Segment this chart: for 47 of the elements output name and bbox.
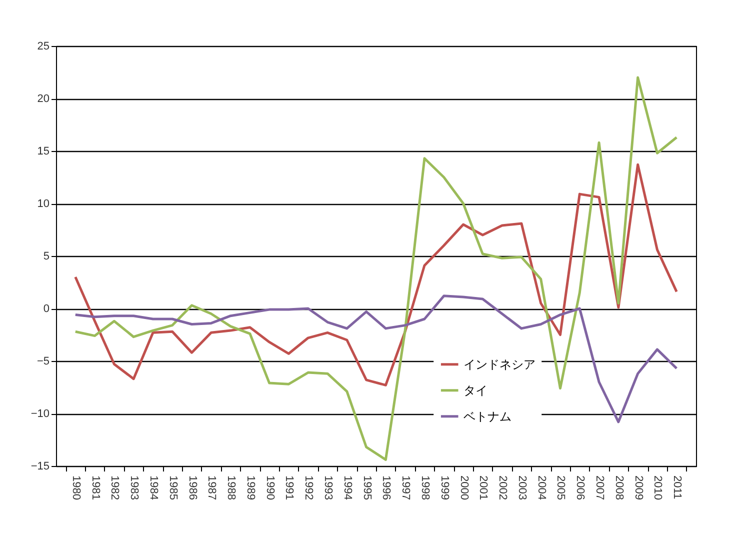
x-tick-label: 1983 [128, 476, 140, 500]
x-tick-label: 1991 [283, 476, 296, 500]
y-tick-label: 25 [37, 40, 50, 52]
line-series [74, 294, 678, 424]
x-tick-label: 1987 [206, 476, 218, 500]
x-tick-label: 1982 [108, 476, 121, 500]
x-tick-label: 1988 [225, 476, 238, 500]
x-tick-label: 1995 [360, 476, 373, 500]
x-tick-label: 1984 [147, 476, 160, 500]
x-tick-label: 1990 [264, 476, 276, 500]
y-tick-label: 10 [37, 198, 50, 210]
legend-label: ベトナム [464, 409, 512, 424]
x-tick-label: 2000 [458, 476, 470, 500]
x-tick-label: 1989 [244, 476, 256, 500]
x-tick-label: 1981 [89, 476, 102, 500]
x-tick-label: 2003 [516, 476, 528, 500]
legend-label: インドネシア [464, 357, 536, 372]
x-tick-label: 2004 [535, 476, 548, 500]
x-tick-label: 1999 [438, 476, 450, 500]
y-tick-label: −10 [30, 408, 50, 420]
y-tick-label: 0 [43, 303, 50, 315]
legend-label: タイ [464, 383, 488, 398]
x-tick-label: 2005 [554, 476, 567, 500]
x-tick-label: 2007 [594, 476, 606, 500]
y-tick-label: −15 [30, 460, 50, 472]
x-tick-label: 1996 [380, 476, 392, 500]
line-series [74, 76, 678, 461]
x-tick-label: 2001 [477, 476, 490, 500]
x-tick-label: 1993 [322, 476, 334, 500]
x-tick-label: 2010 [652, 476, 664, 500]
x-tick-label: 2011 [671, 476, 684, 500]
x-tick-label: 1980 [70, 476, 82, 500]
y-tick-label: 20 [37, 93, 50, 105]
y-tick-label: 15 [37, 146, 50, 158]
x-tick-label: 1994 [341, 476, 354, 500]
y-tick-label: −5 [36, 356, 50, 368]
x-tick-label: 1986 [186, 476, 198, 500]
x-tick-label: 2006 [574, 476, 586, 500]
x-tick-label: 1998 [418, 476, 431, 500]
x-tick-label: 2009 [632, 476, 644, 500]
x-tick-label: 1985 [166, 476, 179, 500]
x-tick-label: 2002 [496, 476, 509, 500]
x-tick-label: 1992 [302, 476, 315, 500]
line-series [74, 163, 678, 386]
x-tick-label: 2008 [612, 476, 625, 500]
x-tick-label: 1997 [400, 476, 412, 500]
y-tick-label: 5 [43, 250, 50, 262]
